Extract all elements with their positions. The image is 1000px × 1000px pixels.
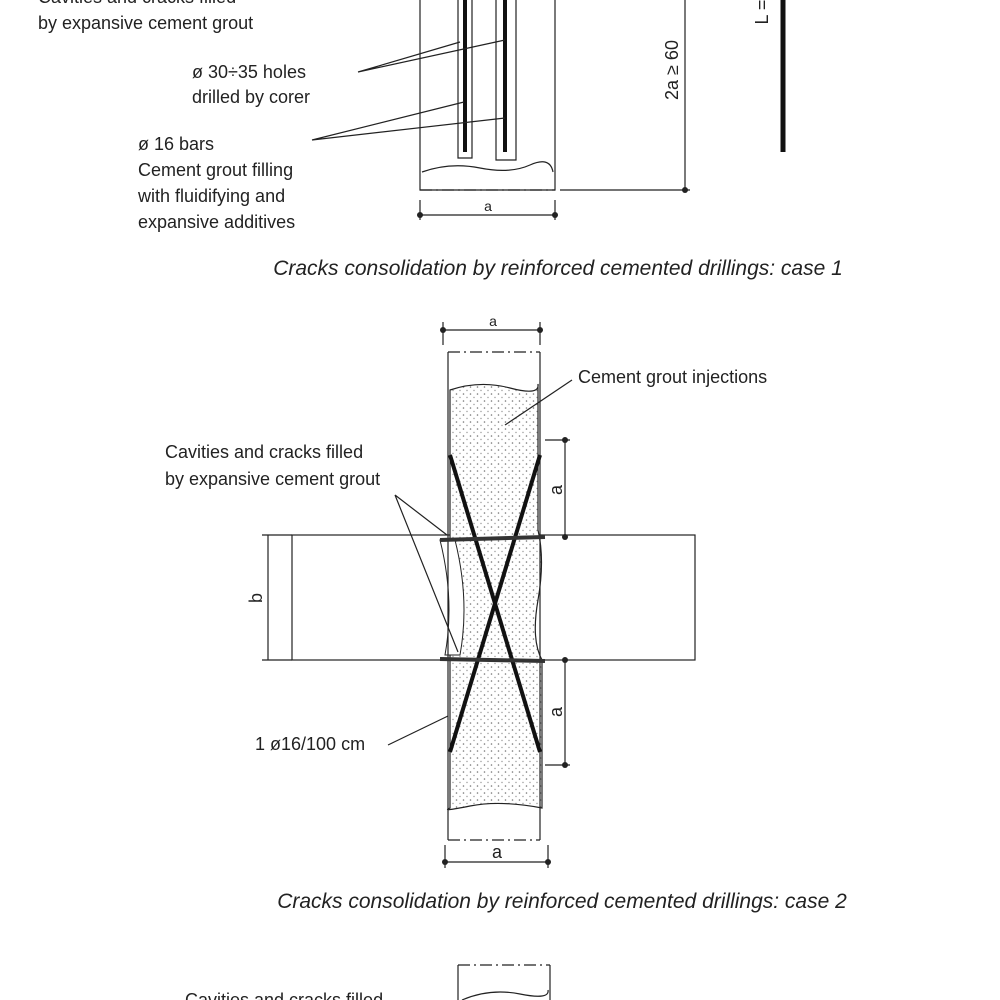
bars-label: ø 16 bars	[138, 134, 214, 154]
dimension-line	[560, 0, 690, 191]
dimension-dot	[562, 657, 568, 663]
grout-edge	[461, 989, 549, 1000]
dimension-dot	[545, 859, 551, 865]
dimension-dot	[682, 187, 688, 193]
dimension-dot	[417, 212, 423, 218]
dimension-dot	[537, 327, 543, 333]
wall-edge	[447, 352, 541, 840]
case1: 2a ≥ 60 a L = Cavities and cracks filled…	[38, 0, 843, 280]
bars-label: with fluidifying and	[137, 186, 285, 206]
bars-label: 1 ø16/100 cm	[255, 734, 365, 754]
height-dimension: 2a ≥ 60	[662, 40, 682, 100]
bar-length: L =	[752, 0, 772, 24]
dimension-line	[262, 534, 292, 661]
top-dimension: a	[489, 313, 497, 329]
dimension-dot	[562, 437, 568, 443]
lower-dimension: a	[546, 706, 566, 717]
holes-label: ø 30÷35 holes	[192, 62, 306, 82]
dimension-dot	[562, 534, 568, 540]
rebar	[448, 454, 542, 753]
leader	[311, 101, 506, 141]
cavities-label: by expansive cement grout	[165, 469, 380, 489]
crack-fill	[439, 657, 546, 663]
wall	[419, 0, 556, 191]
caption: Cracks consolidation by reinforced cemen…	[273, 257, 843, 280]
crack-fill	[439, 535, 546, 542]
dimension-dot	[562, 762, 568, 768]
cavities-label: by expansive cement grout	[38, 13, 253, 33]
caption: Cracks consolidation by reinforced cemen…	[277, 890, 847, 913]
holes-label: drilled by corer	[192, 87, 310, 107]
leader	[357, 39, 506, 73]
leader	[504, 379, 573, 426]
cavities-label: Cavities and cracks filled	[185, 990, 383, 1000]
upper-dimension: a	[546, 484, 566, 495]
dimension-line	[442, 322, 541, 345]
holes	[457, 0, 517, 161]
beam-dimension: b	[246, 593, 266, 603]
injections-label: Cement grout injections	[578, 367, 767, 387]
wall-edge	[457, 965, 551, 1000]
bars-label: Cement grout filling	[138, 160, 293, 180]
bottom-dimension: a	[492, 842, 503, 862]
cavities-label: Cavities and cracks filled	[165, 442, 363, 462]
leader	[394, 494, 459, 653]
bars-label: expansive additives	[138, 212, 295, 232]
width-dimension: a	[484, 198, 492, 214]
grout-edge	[421, 161, 554, 173]
leader	[387, 715, 449, 746]
cavities-label: Cavities and cracks filled	[38, 0, 236, 7]
case3: Cavities and cracks filled	[185, 964, 551, 1000]
dimension-dot	[442, 859, 448, 865]
crack	[439, 539, 465, 656]
axis	[448, 351, 540, 841]
case2: a Cement grout injections a a b Cavities…	[165, 313, 847, 913]
dimension-dot	[440, 327, 446, 333]
dimension-dot	[552, 212, 558, 218]
